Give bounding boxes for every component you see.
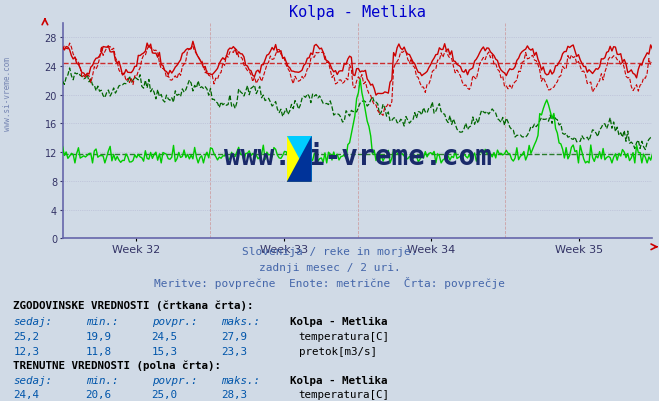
Polygon shape <box>287 136 312 182</box>
Text: min.:: min.: <box>86 375 118 385</box>
Text: 27,9: 27,9 <box>221 331 246 341</box>
Text: temperatura[C]: temperatura[C] <box>299 389 389 399</box>
Text: 28,3: 28,3 <box>221 389 246 399</box>
Text: 12,3: 12,3 <box>13 346 39 356</box>
Text: 20,6: 20,6 <box>86 389 111 399</box>
Text: temperatura[C]: temperatura[C] <box>299 331 389 341</box>
Text: TRENUTNE VREDNOSTI (polna črta):: TRENUTNE VREDNOSTI (polna črta): <box>13 360 221 370</box>
Text: Kolpa - Metlika: Kolpa - Metlika <box>290 375 387 385</box>
Text: 15,3: 15,3 <box>152 346 177 356</box>
Text: 23,3: 23,3 <box>221 346 246 356</box>
Text: 19,9: 19,9 <box>86 331 111 341</box>
Text: zadnji mesec / 2 uri.: zadnji mesec / 2 uri. <box>258 263 401 273</box>
Text: maks.:: maks.: <box>221 375 260 385</box>
Text: pretok[m3/s]: pretok[m3/s] <box>299 346 376 356</box>
Text: ZGODOVINSKE VREDNOSTI (črtkana črta):: ZGODOVINSKE VREDNOSTI (črtkana črta): <box>13 300 254 310</box>
Text: Meritve: povprečne  Enote: metrične  Črta: povprečje: Meritve: povprečne Enote: metrične Črta:… <box>154 277 505 289</box>
Text: www.si-vreme.com: www.si-vreme.com <box>223 143 492 171</box>
Text: 24,4: 24,4 <box>13 389 39 399</box>
Text: maks.:: maks.: <box>221 316 260 326</box>
Text: www.si-vreme.com: www.si-vreme.com <box>3 57 13 130</box>
Text: Kolpa - Metlika: Kolpa - Metlika <box>290 316 387 326</box>
Text: povpr.:: povpr.: <box>152 316 197 326</box>
Text: 11,8: 11,8 <box>86 346 111 356</box>
Text: sedaj:: sedaj: <box>13 316 52 326</box>
Text: 25,0: 25,0 <box>152 389 177 399</box>
Text: Slovenija / reke in morje.: Slovenija / reke in morje. <box>242 247 417 257</box>
Text: sedaj:: sedaj: <box>13 375 52 385</box>
Text: min.:: min.: <box>86 316 118 326</box>
Text: 25,2: 25,2 <box>13 331 39 341</box>
Text: povpr.:: povpr.: <box>152 375 197 385</box>
Title: Kolpa - Metlika: Kolpa - Metlika <box>289 5 426 20</box>
Text: 24,5: 24,5 <box>152 331 177 341</box>
Polygon shape <box>287 136 312 182</box>
